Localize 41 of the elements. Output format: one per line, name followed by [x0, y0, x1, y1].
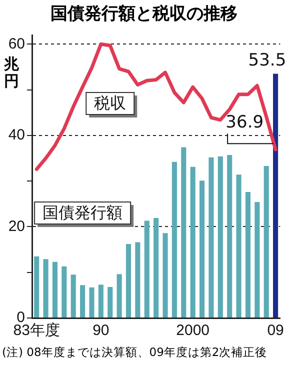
series-label: 税収 — [94, 94, 126, 113]
data-label: 53.5 — [248, 50, 286, 71]
bar — [108, 286, 113, 318]
bar — [135, 242, 140, 318]
bar — [199, 180, 205, 318]
bar — [245, 192, 251, 318]
series-label: 国債発行額 — [42, 203, 123, 222]
bar — [273, 74, 278, 318]
y-tick-label: 20 — [8, 218, 25, 235]
bar — [52, 262, 58, 318]
bar — [98, 284, 104, 318]
bar — [80, 285, 86, 318]
y-axis-title: 兆円 — [4, 55, 20, 90]
bar — [181, 147, 186, 318]
data-label: 36.9 — [226, 112, 264, 132]
bar — [62, 266, 67, 318]
bar — [227, 155, 232, 318]
bar — [208, 157, 214, 318]
bar — [254, 202, 260, 318]
x-tick-label: 2000 — [176, 322, 210, 340]
y-tick-label: 40 — [8, 126, 25, 144]
bar — [236, 174, 242, 318]
text: (注) 08年度までは決算額、09年度は第2次補正後 — [2, 345, 268, 360]
bar — [154, 218, 159, 318]
bar — [144, 220, 150, 318]
bar — [264, 166, 269, 318]
chart-title: 国債発行額と税収の推移 — [50, 3, 238, 25]
bar — [34, 256, 40, 318]
bar — [162, 233, 168, 318]
bar — [190, 166, 196, 318]
bar — [172, 162, 177, 318]
x-tick-label: 83年度 — [13, 322, 60, 340]
bar — [218, 156, 223, 318]
bar — [70, 274, 76, 318]
bar — [126, 244, 132, 318]
bar — [116, 274, 122, 318]
x-tick-label: 90 — [92, 322, 110, 340]
x-tick-label: 09 — [267, 322, 284, 340]
y-tick-label: 60 — [8, 35, 25, 52]
bar — [89, 287, 94, 318]
bar — [43, 259, 48, 318]
